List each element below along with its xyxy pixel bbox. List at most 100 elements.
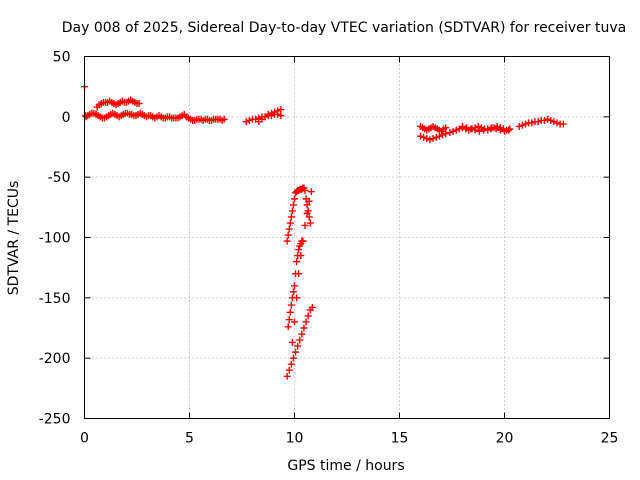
data-point bbox=[429, 135, 437, 143]
data-point bbox=[475, 127, 483, 135]
data-point bbox=[294, 342, 302, 350]
data-point bbox=[285, 366, 293, 374]
x-tick-label: 0 bbox=[80, 431, 89, 447]
data-point bbox=[515, 122, 523, 130]
data-point bbox=[291, 318, 298, 326]
data-point bbox=[306, 219, 314, 227]
data-point bbox=[286, 219, 294, 227]
x-tick-label: 10 bbox=[286, 431, 304, 447]
data-point bbox=[528, 119, 536, 127]
data-point bbox=[302, 318, 310, 326]
data-point bbox=[245, 116, 253, 124]
data-point bbox=[271, 108, 279, 116]
data-point bbox=[463, 124, 471, 132]
data-point bbox=[474, 122, 482, 130]
data-point bbox=[135, 100, 143, 108]
y-axis-label: SDTVAR / TECUs bbox=[6, 181, 22, 296]
data-point bbox=[550, 118, 558, 126]
data-point bbox=[293, 258, 301, 266]
data-point bbox=[305, 197, 313, 205]
data-point bbox=[449, 127, 457, 135]
data-point bbox=[435, 132, 443, 140]
data-point bbox=[287, 301, 295, 309]
data-point bbox=[452, 126, 460, 134]
data-point bbox=[544, 115, 552, 123]
chart-title: Day 008 of 2025, Sidereal Day-to-day VTE… bbox=[62, 20, 626, 36]
data-point bbox=[442, 130, 450, 138]
data-point bbox=[287, 360, 295, 368]
data-point bbox=[423, 135, 431, 143]
data-point bbox=[288, 294, 296, 302]
data-point bbox=[301, 186, 309, 194]
data-point bbox=[300, 324, 308, 332]
data-point bbox=[522, 120, 529, 128]
data-point bbox=[305, 213, 313, 221]
data-point bbox=[553, 119, 561, 127]
plot-frame bbox=[84, 56, 610, 419]
data-point bbox=[439, 131, 447, 139]
data-point bbox=[294, 252, 302, 260]
data-point bbox=[501, 127, 508, 135]
data-point bbox=[488, 124, 496, 132]
data-point bbox=[277, 112, 285, 120]
data-point bbox=[287, 213, 295, 221]
data-point bbox=[82, 112, 90, 120]
y-tick-label: -250 bbox=[39, 412, 71, 428]
data-point bbox=[559, 120, 567, 128]
y-tick-label: -100 bbox=[39, 231, 71, 247]
data-point bbox=[291, 195, 298, 203]
data-point bbox=[540, 116, 548, 124]
data-point bbox=[291, 282, 298, 290]
data-point bbox=[292, 270, 300, 278]
data-point bbox=[496, 126, 504, 134]
data-point bbox=[284, 323, 292, 331]
x-tick-label: 5 bbox=[185, 431, 194, 447]
y-tick-label: -150 bbox=[39, 291, 71, 307]
data-point bbox=[304, 312, 312, 320]
data-point bbox=[303, 209, 311, 217]
data-point bbox=[432, 133, 440, 141]
data-point bbox=[446, 129, 454, 137]
data-point bbox=[417, 132, 424, 140]
data-point bbox=[288, 338, 296, 346]
data-point bbox=[484, 125, 492, 133]
x-tick-label: 15 bbox=[391, 431, 409, 447]
data-point bbox=[289, 354, 297, 362]
data-point bbox=[289, 288, 297, 296]
data-point bbox=[286, 308, 294, 316]
x-axis-label: GPS time / hours bbox=[287, 458, 404, 474]
data-point bbox=[467, 125, 475, 133]
data-point bbox=[534, 118, 542, 126]
data-point bbox=[420, 133, 428, 141]
data-point bbox=[301, 221, 309, 229]
data-point bbox=[242, 118, 250, 126]
axis-ticks: 0 5 10 15 20 25 50 0 -50 -100 -150 -200 -250 bbox=[39, 50, 619, 447]
data-point bbox=[547, 116, 555, 124]
x-tick-label: 25 bbox=[601, 431, 619, 447]
data-point bbox=[492, 125, 500, 133]
data-point bbox=[283, 237, 291, 245]
data-point bbox=[471, 126, 479, 134]
data-point bbox=[505, 126, 513, 134]
data-point bbox=[220, 115, 228, 123]
data-point bbox=[274, 107, 282, 115]
data-point bbox=[292, 348, 300, 356]
data-point bbox=[506, 125, 514, 133]
data-point bbox=[459, 122, 466, 130]
y-tick-label: 50 bbox=[53, 50, 71, 66]
data-point bbox=[283, 372, 291, 380]
data-point bbox=[303, 201, 311, 209]
data-point bbox=[295, 246, 303, 254]
data-point bbox=[518, 121, 526, 129]
data-point bbox=[264, 110, 272, 118]
data-points bbox=[81, 83, 567, 380]
x-tick-label: 20 bbox=[496, 431, 514, 447]
data-point bbox=[285, 225, 293, 233]
data-point bbox=[296, 336, 304, 344]
y-tick-label: 0 bbox=[62, 110, 71, 126]
data-point bbox=[480, 126, 487, 134]
data-point bbox=[284, 231, 292, 239]
data-point bbox=[307, 188, 315, 196]
data-point bbox=[298, 330, 306, 338]
